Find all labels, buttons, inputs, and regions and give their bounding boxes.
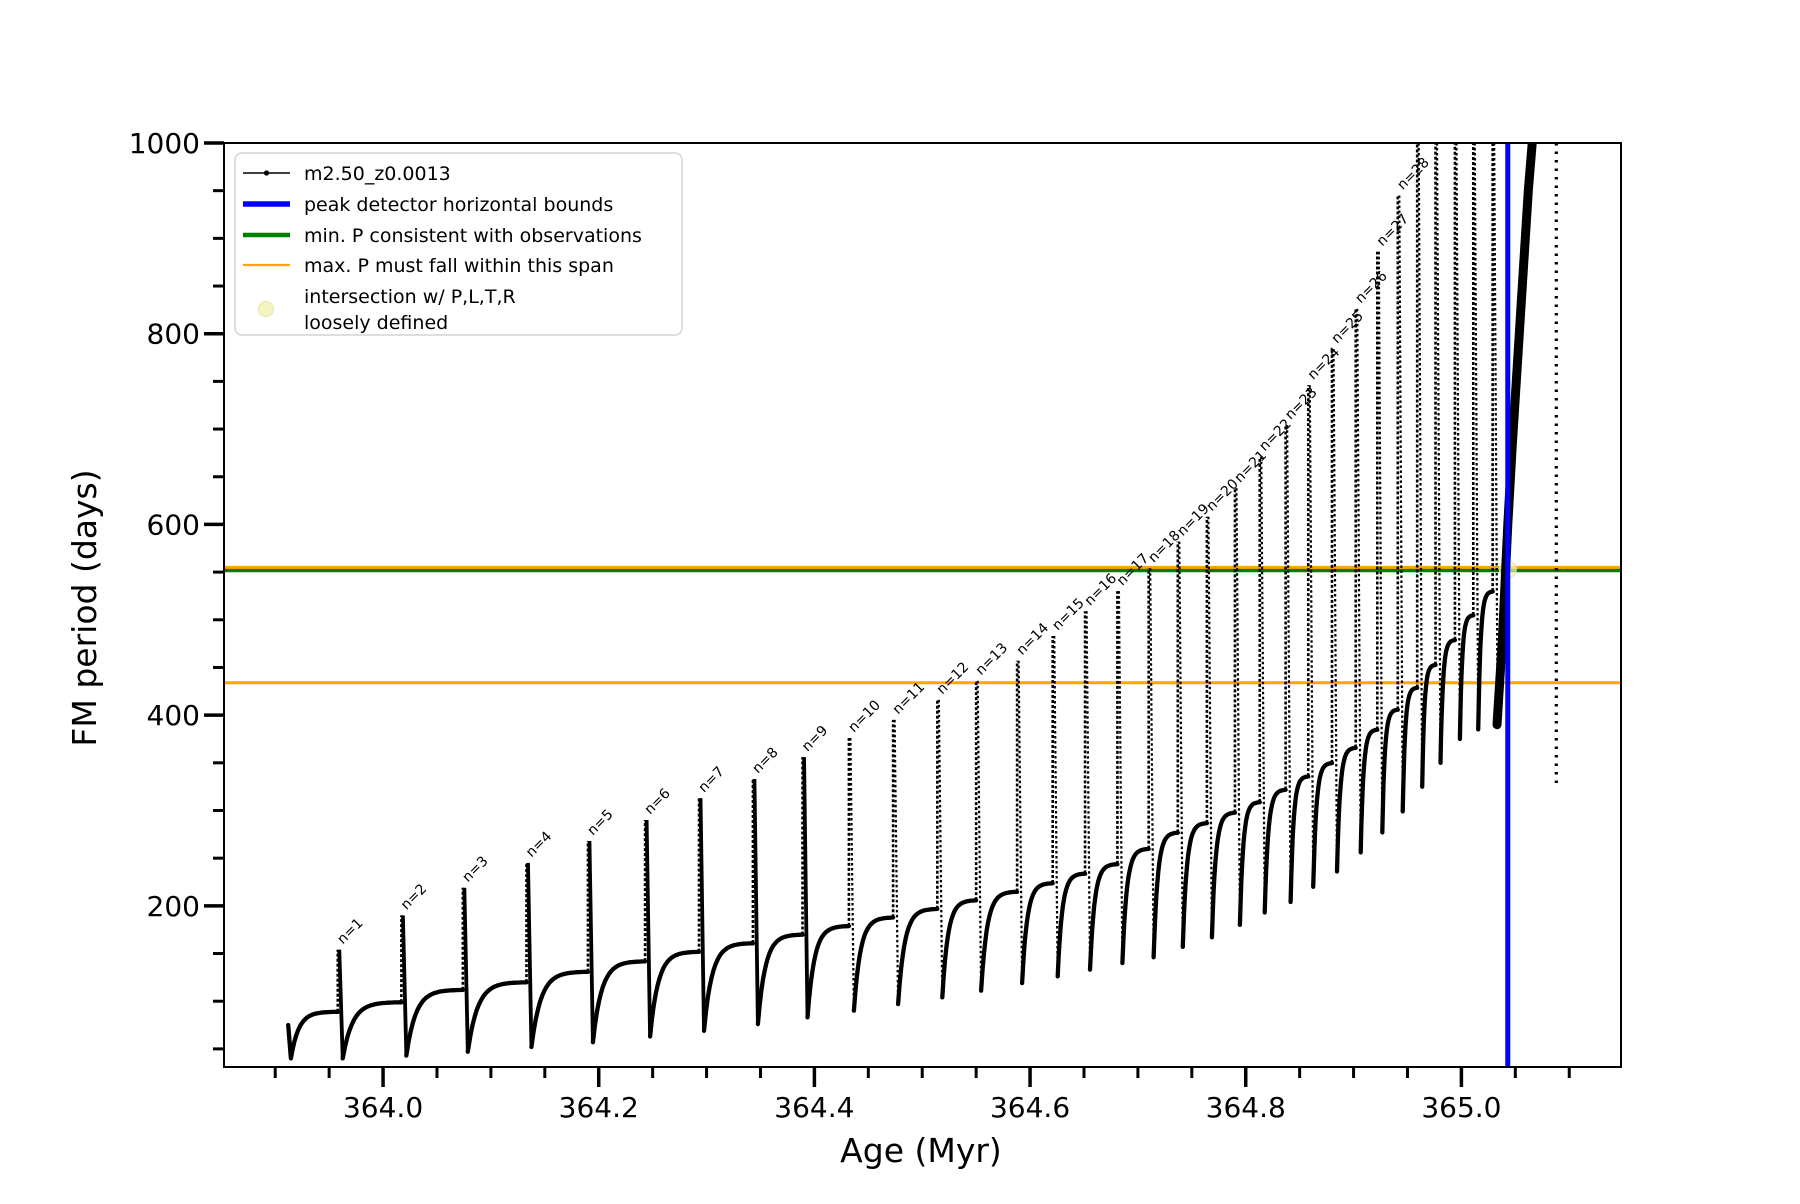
axes: 364.0 364.2 364.4 364.6 364.8 365.0 200 400 600 8… <box>129 127 1622 1124</box>
pulse-label-23: n=23 <box>1282 385 1320 423</box>
series-drop-tail <box>1398 195 1404 812</box>
series-drop-tail <box>849 738 855 1011</box>
y-tick-label: 800 <box>147 318 200 351</box>
series-drop-tail <box>1207 516 1213 938</box>
pulse-label-7: n=7 <box>696 764 728 796</box>
y-tick-label: 600 <box>147 508 200 541</box>
data-series <box>286 143 1558 1061</box>
legend-box <box>234 152 683 336</box>
legend-entry-series: m2.50_z0.0013 <box>304 163 451 185</box>
series-drop-tail <box>1178 541 1184 947</box>
series-drop-tail <box>1417 143 1424 787</box>
series-drop-tail <box>1455 143 1461 739</box>
pulse-label-5: n=5 <box>584 807 616 839</box>
pulse-label-26: n=26 <box>1352 268 1391 307</box>
legend-entry-max-p: max. P must fall within this span <box>304 255 614 277</box>
pulse-label-4: n=4 <box>523 828 555 860</box>
pulse-label-9: n=9 <box>799 723 831 755</box>
pulse-label-2: n=2 <box>398 881 430 913</box>
pulse-label-25: n=25 <box>1329 308 1367 346</box>
pulse-label-28: n=28 <box>1394 155 1432 193</box>
series-drop-tail <box>1260 456 1266 913</box>
threshold-lines <box>224 560 1621 685</box>
pulse-label-6: n=6 <box>642 786 674 818</box>
legend-sample-intersection-marker-icon <box>258 301 274 317</box>
x-tick-label: 364.2 <box>559 1091 639 1124</box>
series-drop-tail <box>1308 385 1315 887</box>
pulse-label-3: n=3 <box>459 853 491 885</box>
series-drop-tail <box>400 915 409 1056</box>
series-drop-tail <box>1235 488 1242 925</box>
pulse-label-15: n=15 <box>1049 595 1087 633</box>
legend-entry-intersection-line1: intersection w/ P,L,T,R <box>304 286 516 308</box>
legend: m2.50_z0.0013 peak detector horizontal b… <box>234 152 683 336</box>
x-tick-label: 364.6 <box>990 1091 1070 1124</box>
legend-sample-series-dot-icon <box>263 170 270 176</box>
pulse-label-27: n=27 <box>1374 211 1412 249</box>
pulse-label-22: n=22 <box>1256 416 1294 454</box>
series-runaway-band <box>1492 143 1537 730</box>
series-drop-tail <box>698 798 706 1031</box>
pulse-label-10: n=10 <box>845 697 883 735</box>
series-drop-tail <box>1149 568 1155 958</box>
legend-entry-peak-detector: peak detector horizontal bounds <box>304 194 613 216</box>
x-tick-label: 365.0 <box>1421 1091 1501 1124</box>
series-baseline <box>286 589 1495 1061</box>
series-drop-tail <box>1435 143 1442 763</box>
pulse-label-13: n=13 <box>973 640 1011 678</box>
series-drop-tail <box>937 699 944 998</box>
series-drop-tail <box>337 949 345 1059</box>
series-drop-tail <box>644 819 652 1037</box>
series-drop-tail <box>1377 251 1384 833</box>
pulse-label-11: n=11 <box>890 679 928 717</box>
x-tick-label: 364.0 <box>343 1091 423 1124</box>
series-drop-tail <box>1017 660 1024 984</box>
y-axis-label: FM period (days) <box>65 469 104 746</box>
series-drop-tail <box>802 757 810 1018</box>
series-drop-tail <box>587 840 595 1043</box>
pulse-label-1: n=1 <box>334 915 366 947</box>
x-tick-label: 364.4 <box>774 1091 854 1124</box>
series-drop-tail <box>1085 611 1092 970</box>
series-drop-tail <box>526 862 534 1048</box>
legend-entry-min-p: min. P consistent with observations <box>304 225 642 247</box>
series-drop-tail <box>1332 348 1339 872</box>
legend-entry-intersection-line2: loosely defined <box>304 312 448 334</box>
pulse-label-24: n=24 <box>1305 344 1344 383</box>
series-drop-tail <box>1473 143 1480 730</box>
series-drop-tail <box>752 778 760 1025</box>
series-drop-tail <box>1117 591 1124 964</box>
y-tick-label: 400 <box>147 699 200 732</box>
series-drop-tail <box>462 887 470 1052</box>
pulse-label-8: n=8 <box>749 745 781 777</box>
series-drop-tail <box>893 719 900 1005</box>
series-drop-tail <box>976 680 983 991</box>
series-drop-tail <box>1286 425 1292 903</box>
series-drop-tail <box>1493 143 1499 725</box>
y-tick-label: 200 <box>147 890 200 923</box>
series-drop-tail <box>1053 635 1059 977</box>
pulse-label-12: n=12 <box>934 659 972 697</box>
x-tick-label: 364.8 <box>1206 1091 1286 1124</box>
series-drop-tail <box>1356 308 1362 853</box>
y-tick-label: 1000 <box>129 127 200 160</box>
x-axis-label: Age (Myr) <box>840 1131 1002 1170</box>
pulse-label-21: n=21 <box>1232 448 1270 486</box>
pulse-label-14: n=14 <box>1014 620 1053 659</box>
